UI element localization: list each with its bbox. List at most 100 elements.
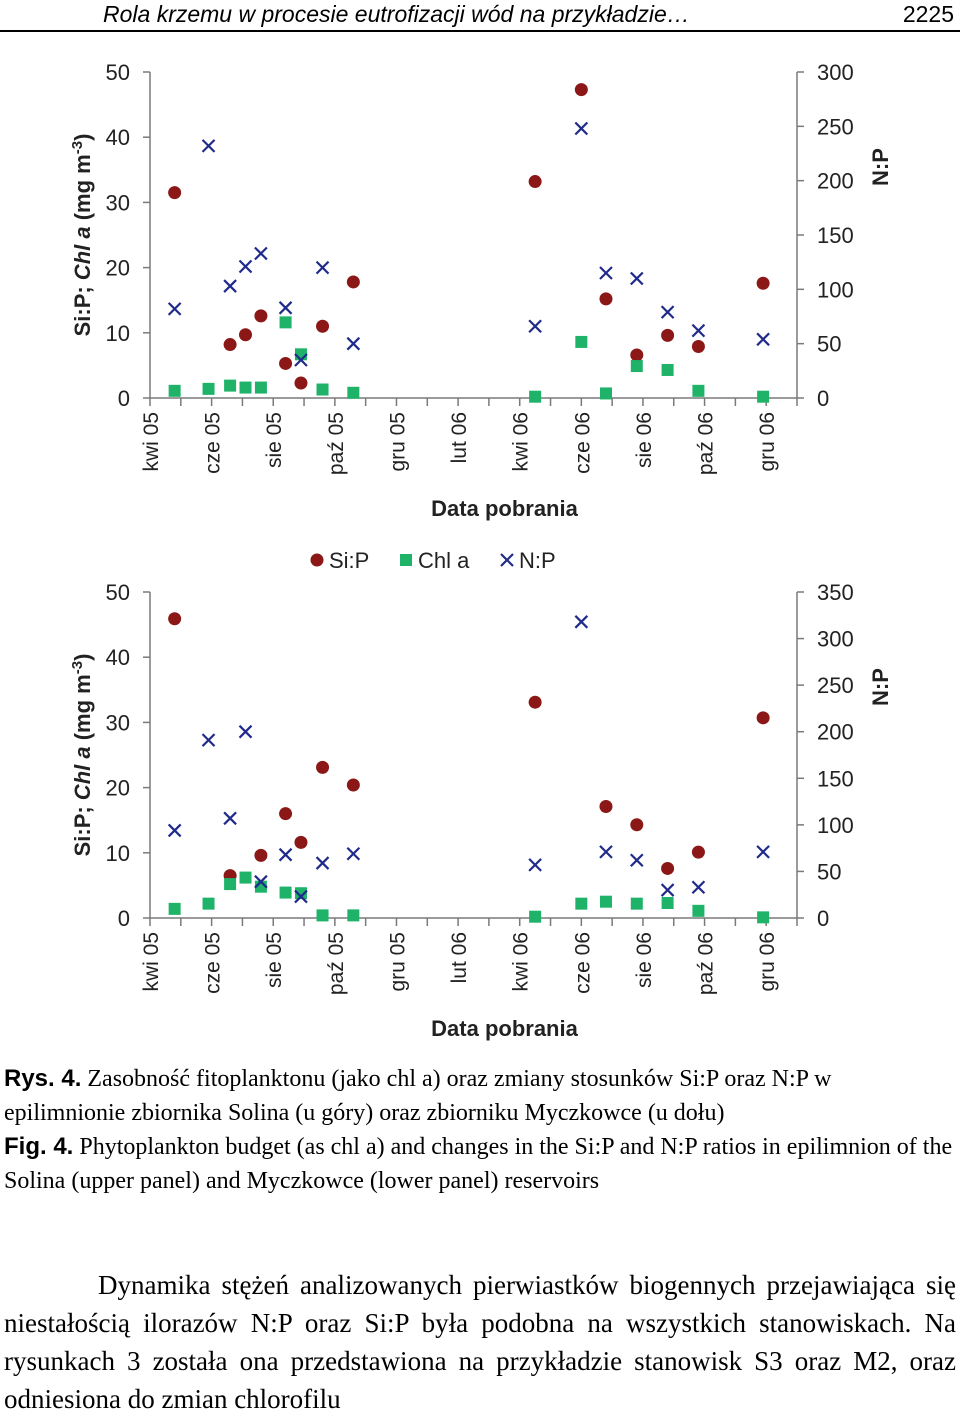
chla-point — [316, 909, 329, 922]
x-tick-label: sie 05 — [263, 412, 286, 468]
np-point — [346, 846, 361, 861]
caption-label-en: Fig. 4. — [4, 1133, 74, 1160]
x-tick-label: gru 06 — [756, 412, 779, 472]
sip-point — [223, 338, 237, 352]
y-tick-label: 0 — [118, 906, 130, 931]
chart-legend: Si:P Chl a N:P — [310, 548, 556, 573]
x-tick-label: paź 05 — [325, 932, 348, 995]
legend-label-chla: Chl a — [418, 548, 470, 573]
chla-point — [316, 383, 329, 396]
chla-point — [224, 878, 237, 891]
sip-point — [254, 309, 268, 323]
chla-point — [239, 381, 252, 394]
chla-point — [202, 382, 215, 395]
y2-tick-label: 200 — [817, 720, 854, 745]
y2-tick-label: 200 — [817, 169, 854, 194]
sip-point — [661, 328, 675, 342]
y-tick-label: 20 — [106, 776, 130, 801]
np-point — [254, 874, 268, 889]
x-tick-label: paź 05 — [325, 412, 348, 475]
legend-marker-sip — [310, 553, 324, 567]
np-point — [201, 139, 216, 153]
np-point — [223, 279, 237, 293]
np-point — [315, 260, 330, 275]
y-tick-label: 10 — [106, 841, 130, 866]
sip-point — [630, 348, 644, 362]
chla-point — [575, 335, 588, 348]
x-tick-label: cze 06 — [571, 412, 594, 474]
legend-marker-np — [500, 553, 514, 567]
x-axis-title: Data pobrania — [431, 496, 578, 521]
chart-solina: 0 10 20 30 40 50 0 50 100 150 200 250 300 kwi 05 cze 0… — [69, 60, 893, 521]
chla-point — [202, 897, 215, 910]
y-tick-label: 40 — [106, 645, 130, 670]
y-tick-label: 30 — [106, 190, 130, 215]
sip-point — [316, 319, 330, 333]
y-axis-title: Si:P; Chl a (mg m-3) — [69, 654, 95, 857]
x-tick-label: gru 05 — [386, 412, 409, 472]
np-point — [278, 301, 293, 315]
chla-point — [529, 390, 542, 403]
chla-point — [529, 910, 542, 923]
x-tick-label: lut 06 — [448, 412, 471, 463]
page-number: 2225 — [902, 1, 954, 27]
sip-point — [630, 818, 644, 832]
chla-point — [661, 363, 674, 376]
running-title: Rola krzemu w procesie eutrofizacji wód … — [103, 1, 690, 27]
sip-point — [279, 807, 293, 821]
chla-point — [661, 897, 674, 910]
np-point — [294, 353, 308, 367]
np-point — [223, 811, 237, 826]
np-point — [574, 615, 589, 629]
chla-point — [168, 384, 181, 397]
np-point — [346, 336, 361, 351]
legend-label-sip: Si:P — [329, 548, 369, 573]
sip-point — [528, 175, 542, 189]
np-point — [574, 121, 589, 136]
sip-point — [599, 292, 613, 306]
np-point — [167, 302, 182, 316]
chla-point — [757, 911, 770, 924]
np-point — [691, 323, 706, 338]
y2-tick-label: 250 — [817, 114, 854, 139]
y2-tick-label: 250 — [817, 673, 854, 698]
np-point — [660, 305, 675, 319]
np-point — [528, 858, 542, 872]
chla-point — [168, 902, 181, 915]
sip-point — [279, 356, 293, 370]
np-point — [528, 319, 542, 334]
np-point — [691, 880, 706, 895]
x-tick-label: cze 05 — [202, 412, 225, 474]
y2-tick-label: 150 — [817, 766, 854, 791]
chla-point — [279, 886, 292, 899]
np-point — [599, 266, 613, 280]
x-tick-label: paź 06 — [695, 932, 718, 995]
np-point — [167, 823, 182, 838]
sip-point — [691, 845, 705, 859]
y-tick-label: 10 — [106, 321, 130, 346]
y-tick-label: 40 — [106, 125, 130, 150]
caption-polish: Rys. 4. Zasobność fitoplanktonu (jako ch… — [4, 1062, 956, 1130]
sip-point — [254, 848, 268, 862]
x-tick-label: kwi 06 — [510, 412, 533, 472]
y2-tick-label: 50 — [817, 859, 841, 884]
np-point — [756, 845, 770, 859]
x-tick-label: gru 06 — [756, 932, 779, 992]
y2-axis-title: N:P — [868, 668, 893, 706]
chart-myczkowce: 0 10 20 30 40 50 0 50 100 150 200 250 300 350 kwi 05 cz… — [69, 580, 893, 1041]
sip-point — [294, 835, 308, 849]
y-tick-label: 50 — [106, 580, 130, 605]
y2-tick-label: 350 — [817, 580, 854, 605]
x-tick-label: cze 06 — [571, 932, 594, 994]
sip-point — [168, 186, 182, 200]
y-tick-label: 0 — [118, 386, 130, 411]
np-point — [201, 733, 216, 747]
caption-text-en: Phytoplankton budget (as chl a) and chan… — [4, 1134, 953, 1194]
sip-point — [661, 861, 675, 875]
y2-tick-label: 300 — [817, 60, 854, 85]
chla-point — [692, 904, 705, 917]
np-point — [630, 853, 644, 868]
np-point — [278, 847, 293, 862]
y2-tick-label: 150 — [817, 223, 854, 248]
np-point — [599, 845, 613, 859]
